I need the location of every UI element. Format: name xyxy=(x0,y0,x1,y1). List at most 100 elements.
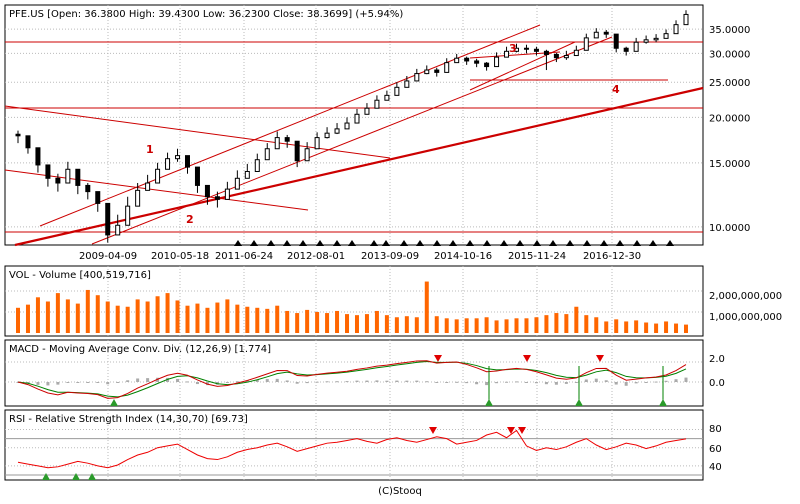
candle-body xyxy=(414,73,420,82)
volume-bar xyxy=(414,317,419,333)
macd-title: MACD - Moving Average Conv. Div. (12,26,… xyxy=(9,344,271,355)
signal-triangle xyxy=(449,240,457,246)
volume-bars xyxy=(16,281,688,333)
level-label-4: 4 xyxy=(612,83,620,96)
candle-body xyxy=(653,37,659,41)
candle-body xyxy=(304,148,310,162)
macd-histogram-bar xyxy=(315,381,319,383)
signal-triangle xyxy=(234,240,242,246)
macd-histogram-bar xyxy=(684,377,688,382)
macd-histogram-bar xyxy=(674,379,678,382)
volume-bar xyxy=(305,309,310,333)
macd-histogram-bar xyxy=(265,379,269,382)
macd-histogram-bar xyxy=(654,381,658,383)
volume-bar xyxy=(245,306,250,333)
macd-histogram-bar xyxy=(495,382,499,384)
macd-histogram-bar xyxy=(395,380,399,382)
macd-lines xyxy=(17,360,687,399)
candle-body xyxy=(155,168,161,184)
x-axis-labels: 2009-04-09 2010-05-18 2011-06-24 2012-08-01… xyxy=(79,251,641,262)
volume-bar xyxy=(594,317,599,333)
candle-body xyxy=(175,155,181,160)
candle-body xyxy=(234,177,240,190)
macd-buy-arrow xyxy=(485,399,493,406)
macd-histogram-bar xyxy=(46,382,50,386)
candle-body xyxy=(454,57,460,64)
macd-histogram-bar xyxy=(36,382,40,385)
candle-body xyxy=(244,170,250,179)
volume-bar xyxy=(55,293,60,333)
x-tick-label: 2016-12-30 xyxy=(583,251,641,262)
macd-histogram-bar xyxy=(634,382,638,384)
candle-body xyxy=(683,13,689,26)
macd-histogram-bar xyxy=(604,380,608,382)
candle-body xyxy=(344,122,350,130)
macd-histogram-bar xyxy=(156,377,160,382)
volume-bar xyxy=(614,319,619,333)
volume-bar xyxy=(444,318,449,333)
macd-histogram-bar xyxy=(415,380,419,382)
volume-bar xyxy=(135,299,140,333)
volume-bar xyxy=(564,314,569,333)
volume-bar xyxy=(325,313,330,333)
macd-histogram-bar xyxy=(355,380,359,382)
macd-histogram-bar xyxy=(195,382,199,385)
macd-histogram-bar xyxy=(166,377,170,382)
volume-bar xyxy=(484,317,489,333)
volume-bar xyxy=(255,307,260,333)
signal-triangle xyxy=(382,240,390,246)
volume-bar xyxy=(374,310,379,333)
price-y-tick-label: 25.0000 xyxy=(709,78,750,89)
volume-bar xyxy=(394,317,399,333)
volume-bar xyxy=(464,318,469,333)
signal-triangle xyxy=(466,240,474,246)
candle-body xyxy=(394,86,400,96)
candle-body xyxy=(314,137,320,150)
macd-histogram-bar xyxy=(245,380,249,382)
candle-body xyxy=(184,155,190,168)
signal-arrows xyxy=(234,240,674,246)
macd-histogram-bar xyxy=(644,382,648,383)
macd-histogram-bar xyxy=(86,382,90,383)
signal-triangle xyxy=(250,240,258,246)
candle-body xyxy=(613,33,619,49)
volume-bar xyxy=(125,306,130,333)
volume-bar xyxy=(604,321,609,333)
candle-body xyxy=(214,196,220,200)
macd-histogram-bar xyxy=(106,382,110,385)
trendline xyxy=(4,169,309,211)
volume-bar xyxy=(175,300,180,333)
candle-body xyxy=(224,188,230,200)
vol-tick-1b: 1,000,000,000 xyxy=(709,312,782,323)
macd-histogram-bar xyxy=(524,382,528,383)
volume-bar xyxy=(105,301,110,333)
price-y-tick-label: 20.0000 xyxy=(709,113,750,124)
volume-bar xyxy=(574,306,579,333)
rsi-buy-arrow xyxy=(88,473,96,480)
candle-body xyxy=(125,205,131,226)
candle-body xyxy=(15,133,21,137)
volume-bar xyxy=(145,301,150,333)
x-tick-label: 2015-11-24 xyxy=(508,251,566,262)
volume-bar xyxy=(265,308,270,333)
candle-body xyxy=(55,177,61,184)
macd-grid xyxy=(5,340,703,406)
rsi-tick-60: 60 xyxy=(709,444,722,455)
footer-credit: (C)Stooq xyxy=(378,486,422,497)
price-y-tick-label: 10.0000 xyxy=(709,223,750,234)
macd-histogram-bar xyxy=(335,381,339,383)
macd-histogram-bar xyxy=(345,381,349,383)
volume-bar xyxy=(634,320,639,333)
candle-body xyxy=(384,94,390,101)
candle-body xyxy=(643,39,649,43)
volume-bar xyxy=(674,323,679,333)
macd-histogram-bar xyxy=(574,382,578,383)
candle-body xyxy=(533,48,539,52)
candle-body xyxy=(523,47,529,50)
candle-body xyxy=(284,137,290,142)
macd-sell-arrow xyxy=(434,355,442,362)
trendline xyxy=(469,41,576,91)
volume-bar xyxy=(684,324,688,333)
candle-body xyxy=(623,47,629,52)
